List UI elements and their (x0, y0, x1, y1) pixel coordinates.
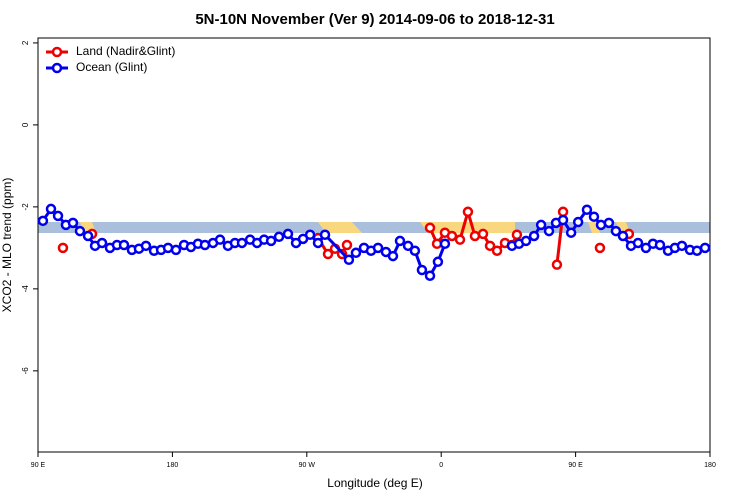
data-point (273, 231, 285, 243)
band-patch (318, 222, 362, 233)
data-point (432, 256, 444, 268)
data-point (372, 242, 384, 254)
y-tick-label: -2 (21, 203, 30, 211)
x-tick-label: 180 (167, 462, 179, 469)
x-axis-label: Longitude (deg E) (327, 476, 422, 490)
data-point (387, 250, 399, 262)
x-tick-label: 90 E (568, 462, 583, 469)
data-point (140, 240, 152, 252)
legend-marker (51, 62, 63, 74)
y-tick-label: -6 (21, 367, 30, 375)
data-point (565, 227, 577, 238)
data-point (676, 240, 688, 252)
data-point (343, 254, 355, 266)
data-point (477, 228, 489, 240)
data-point (82, 230, 94, 242)
data-point (118, 239, 130, 251)
data-point (74, 225, 86, 237)
data-point (543, 225, 555, 237)
data-point (402, 240, 414, 252)
data-point (57, 242, 69, 254)
data-point (691, 245, 703, 256)
band (38, 222, 710, 233)
data-point (312, 237, 324, 249)
data-point (394, 235, 406, 247)
data-point (469, 230, 481, 242)
y-tick-label: -4 (21, 285, 30, 293)
data-point (265, 235, 277, 247)
legend-marker (51, 46, 63, 58)
data-point (528, 230, 540, 242)
data-point (341, 239, 353, 251)
data-point (572, 216, 584, 228)
data-point (45, 203, 57, 215)
data-point (632, 237, 644, 249)
data-point (52, 210, 64, 222)
data-point (535, 219, 547, 231)
data-point (236, 237, 248, 249)
y-axis-label: XCO2 - MLO trend (ppm) (0, 178, 14, 313)
data-point (699, 242, 711, 254)
y-tick-label: 2 (21, 40, 30, 45)
data-point (214, 234, 226, 245)
legend-label: Land (Nadir&Glint) (76, 44, 175, 58)
plot-frame (37, 37, 711, 453)
data-point (37, 215, 49, 227)
data-point (603, 217, 615, 229)
data-point (610, 225, 622, 237)
data-point (282, 228, 294, 240)
data-point (409, 245, 421, 256)
data-point (67, 217, 79, 229)
legend-label: Ocean (Glint) (76, 60, 147, 74)
data-point (617, 230, 629, 242)
x-tick-label: 90 W (299, 462, 316, 469)
data-point (594, 242, 606, 254)
data-point (439, 238, 451, 250)
data-point (424, 222, 436, 234)
data-point (96, 237, 108, 249)
chart-title: 5N-10N November (Ver 9) 2014-09-06 to 20… (195, 11, 554, 28)
x-tick-label: 0 (439, 462, 443, 469)
data-point (511, 229, 523, 241)
data-point (551, 259, 563, 270)
data-point (304, 229, 316, 241)
data-point (654, 239, 666, 251)
data-point (520, 235, 532, 247)
data-point (416, 264, 428, 276)
data-point (170, 244, 182, 256)
data-point (462, 206, 474, 218)
data-point (557, 206, 569, 218)
y-tick-label: 0 (21, 122, 30, 127)
data-point (322, 248, 334, 260)
data-point (491, 245, 503, 256)
x-tick-label: 180 (704, 462, 716, 469)
data-point (424, 270, 436, 281)
data-point (199, 239, 211, 251)
data-point (446, 230, 458, 242)
data-point (484, 240, 496, 252)
data-point (350, 247, 362, 259)
data-point (581, 204, 593, 215)
data-point (319, 229, 331, 241)
x-tick-label: 90 E (31, 462, 46, 469)
data-point (454, 234, 466, 245)
data-point (588, 211, 600, 222)
data-point (557, 214, 569, 226)
